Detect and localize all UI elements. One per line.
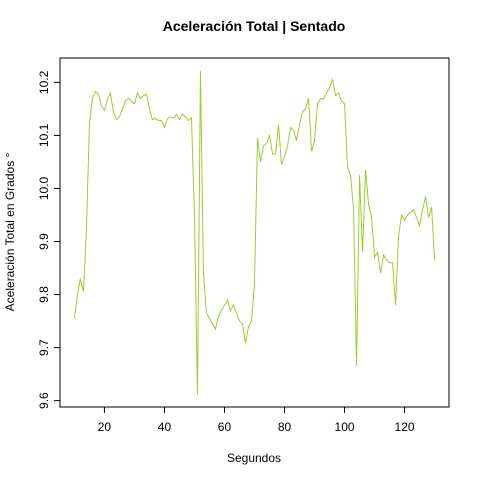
y-tick-label: 9.9 [37, 233, 51, 250]
y-tick-label: 10.2 [37, 70, 51, 94]
x-tick-label: 40 [158, 420, 172, 434]
x-tick-label: 20 [98, 420, 112, 434]
plot-box [59, 57, 450, 408]
x-tick-label: 100 [335, 420, 355, 434]
y-tick-label: 9.8 [37, 286, 51, 303]
y-tick-label: 10.0 [37, 176, 51, 200]
chart-title: Aceleración Total | Sentado [163, 18, 346, 34]
x-tick-label: 60 [218, 420, 232, 434]
data-line [73, 70, 436, 395]
x-tick-label: 80 [278, 420, 292, 434]
y-tick-label: 9.7 [37, 339, 51, 356]
y-tick-label: 10.1 [37, 123, 51, 147]
x-tick-label: 120 [395, 420, 415, 434]
x-axis-label: Segundos [227, 451, 281, 465]
y-axis-label: Aceleración Total en Grados ° [3, 152, 17, 311]
y-tick-label: 9.6 [37, 392, 51, 409]
